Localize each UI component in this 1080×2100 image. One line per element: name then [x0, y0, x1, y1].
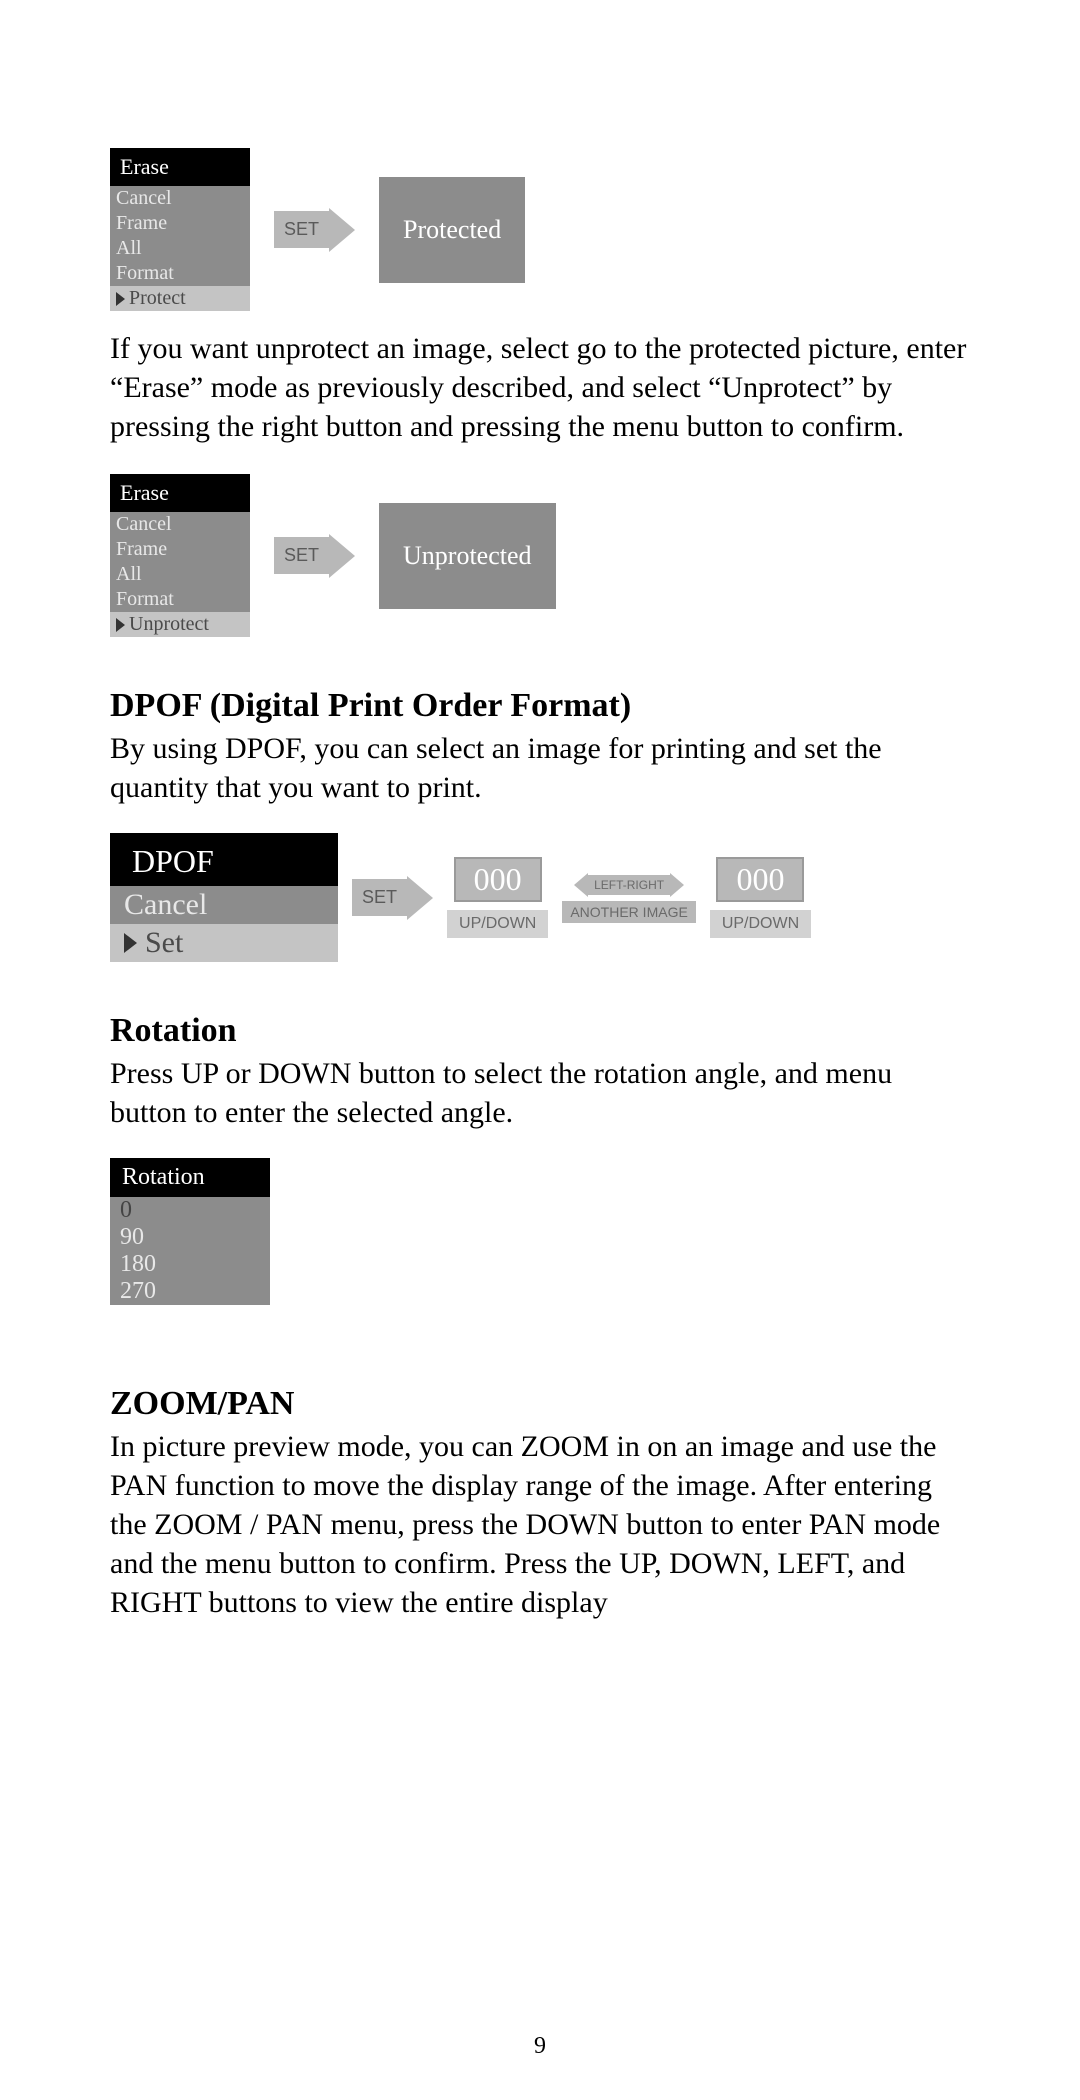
- dpof-row: DPOF Cancel Set SET 000 UP/DOWN LEFT-RIG…: [110, 833, 970, 962]
- erase-protect-row: Erase Cancel Frame All Format Protect SE…: [110, 148, 970, 311]
- result-unprotected: Unprotected: [379, 503, 556, 609]
- dpof-paragraph: By using DPOF, you can select an image f…: [110, 729, 970, 807]
- zoompan-heading: ZOOM/PAN: [110, 1385, 970, 1423]
- menu-item: Cancel: [110, 512, 250, 537]
- dpof-heading: DPOF (Digital Print Order Format): [110, 687, 970, 725]
- counter-col-2: 000 UP/DOWN: [710, 857, 811, 938]
- menu-item-label: Unprotect: [129, 613, 209, 636]
- menu-item: Frame: [110, 537, 250, 562]
- erase-menu-1: Erase Cancel Frame All Format Protect: [110, 148, 250, 311]
- arrow-right-icon: [329, 534, 355, 578]
- arrow-right-icon: [670, 873, 684, 897]
- unprotect-paragraph: If you want unprotect an image, select g…: [110, 329, 970, 446]
- updown-1: UP/DOWN: [447, 910, 548, 938]
- dpof-menu-header: DPOF: [110, 833, 338, 886]
- arrow-right-icon: [407, 876, 433, 920]
- counter-2: 000: [716, 857, 804, 902]
- set-label: SET: [274, 211, 329, 248]
- zoompan-paragraph: In picture preview mode, you can ZOOM in…: [110, 1427, 970, 1622]
- menu-item: Format: [110, 587, 250, 612]
- counter-1: 000: [454, 857, 542, 902]
- dpof-menu-items: Cancel Set: [110, 886, 338, 962]
- arrow-right-icon: [329, 208, 355, 252]
- selector-triangle-icon: [116, 292, 125, 306]
- erase-menu-2: Erase Cancel Frame All Format Unprotect: [110, 474, 250, 637]
- result-protected: Protected: [379, 177, 525, 283]
- selector-triangle-icon: [116, 618, 125, 632]
- menu-item-selected: Protect: [110, 286, 250, 311]
- leftright-label: LEFT-RIGHT: [588, 875, 670, 895]
- set-label: SET: [352, 879, 407, 916]
- set-arrow: SET: [352, 876, 433, 920]
- dpof-menu-item-selected: Set: [110, 924, 338, 962]
- dpof-menu: DPOF Cancel Set: [110, 833, 338, 962]
- set-arrow: SET: [274, 208, 355, 252]
- rotation-menu-items: 0 90 180 270: [110, 1197, 270, 1305]
- menu-item-selected: Unprotect: [110, 612, 250, 637]
- rotation-paragraph: Press UP or DOWN button to select the ro…: [110, 1054, 970, 1132]
- menu-header: Erase: [110, 474, 250, 512]
- set-arrow: SET: [274, 534, 355, 578]
- left-right-arrow: LEFT-RIGHT: [574, 873, 684, 897]
- rotation-option: 0: [110, 1197, 270, 1224]
- erase-unprotect-row: Erase Cancel Frame All Format Unprotect …: [110, 474, 970, 637]
- page-number: 9: [534, 2033, 546, 2060]
- menu-item: Format: [110, 261, 250, 286]
- rotation-option: 270: [110, 1278, 270, 1305]
- selector-triangle-icon: [124, 933, 137, 953]
- dpof-menu-item: Cancel: [110, 886, 338, 924]
- rotation-option: 90: [110, 1224, 270, 1251]
- menu-items: Cancel Frame All Format Protect: [110, 186, 250, 311]
- counter-col-1: 000 UP/DOWN: [447, 857, 548, 938]
- updown-2: UP/DOWN: [710, 910, 811, 938]
- rotation-option: 180: [110, 1251, 270, 1278]
- menu-item: All: [110, 236, 250, 261]
- menu-item: Frame: [110, 211, 250, 236]
- arrow-left-icon: [574, 873, 588, 897]
- menu-header: Erase: [110, 148, 250, 186]
- menu-item: Cancel: [110, 186, 250, 211]
- menu-item-label: Protect: [129, 287, 186, 310]
- menu-items: Cancel Frame All Format Unprotect: [110, 512, 250, 637]
- dpof-item-label: Set: [145, 926, 183, 960]
- mid-labels: LEFT-RIGHT ANOTHER IMAGE: [562, 873, 695, 923]
- menu-item: All: [110, 562, 250, 587]
- set-label: SET: [274, 537, 329, 574]
- rotation-heading: Rotation: [110, 1012, 970, 1050]
- rotation-menu-header: Rotation: [110, 1158, 270, 1197]
- rotation-menu: Rotation 0 90 180 270: [110, 1158, 270, 1305]
- another-image-label: ANOTHER IMAGE: [562, 901, 695, 923]
